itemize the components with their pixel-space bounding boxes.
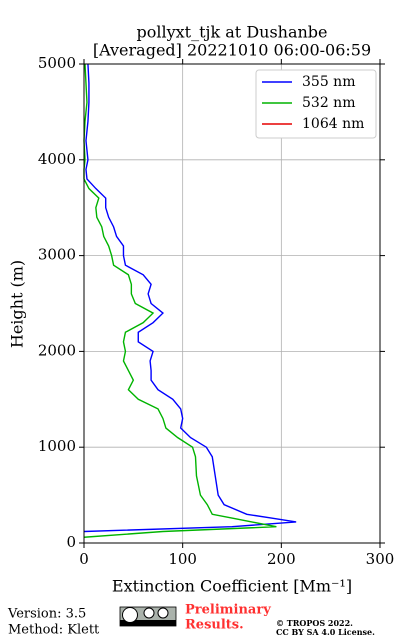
y-tick-label: 4000 — [38, 150, 76, 168]
chart-title: [Averaged] 20221010 06:00-06:59 — [93, 41, 371, 60]
status: Preliminary — [185, 603, 271, 618]
legend-box — [255, 69, 377, 139]
y-tick-label: 1000 — [38, 437, 76, 455]
x-tick-label: 0 — [79, 550, 89, 568]
x-axis-label: Extinction Coefficient [Mm⁻¹] — [112, 577, 352, 596]
copyright: © TROPOS 2022. — [276, 618, 353, 628]
x-tick-label: 300 — [366, 550, 395, 568]
y-tick-label: 2000 — [38, 341, 76, 359]
x-tick-label: 100 — [168, 550, 197, 568]
y-tick-label: 5000 — [38, 54, 76, 72]
profile-line — [83, 63, 277, 538]
status: Results. — [185, 618, 244, 633]
legend-label: 1064 nm — [302, 116, 364, 132]
copyright: CC BY SA 4.0 License. — [276, 627, 375, 637]
license-icon — [119, 606, 177, 627]
profile-line — [83, 63, 297, 533]
version: Version: 3.5 — [7, 607, 86, 622]
method: Method: Klett — [8, 623, 100, 638]
legend-label: 532 nm — [302, 95, 355, 111]
legend-label: 355 nm — [302, 74, 355, 90]
x-tick-label: 200 — [267, 550, 296, 568]
y-axis-label: Height (m) — [8, 260, 27, 348]
y-tick-label: 0 — [66, 533, 76, 551]
y-tick-label: 3000 — [38, 246, 76, 264]
chart-title: pollyxt_tjk at Dushanbe — [136, 23, 327, 42]
plot-frame — [83, 63, 381, 544]
